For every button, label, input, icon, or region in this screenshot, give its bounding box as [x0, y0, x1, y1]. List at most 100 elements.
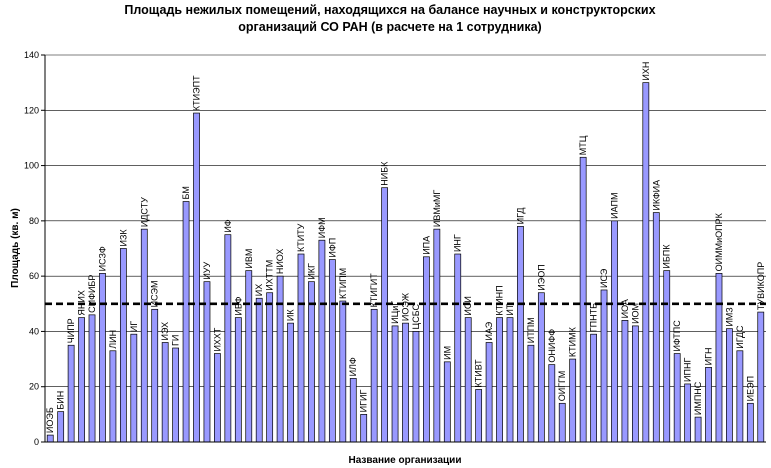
category-label: КТИТУ: [296, 223, 306, 252]
bar: [673, 353, 681, 443]
y-tick-label: 120: [24, 105, 39, 115]
category-label: ИАПМ: [609, 193, 619, 219]
bar: [579, 156, 587, 443]
category-label: ИХХТ: [212, 327, 222, 351]
bar: [652, 212, 660, 443]
bar: [234, 317, 242, 443]
bar: [182, 201, 190, 443]
bar: [464, 317, 472, 443]
category-labels: ИОЭББИНЧИПРЯНИХСИФИБРИСЗФЛИНИЗКИГИДСТУИС…: [45, 62, 766, 433]
category-label: ИЕЭП: [745, 376, 755, 401]
category-label: ИЛФ: [348, 357, 358, 376]
category-label: КТИЭПТ: [192, 75, 202, 111]
bar: [328, 259, 336, 443]
bar: [485, 342, 493, 443]
category-label: ЦСБС: [411, 303, 421, 329]
category-label: МТЦ: [578, 135, 588, 155]
gridlines: [45, 54, 766, 388]
category-label: ИСИ: [463, 296, 473, 315]
bar: [161, 342, 169, 443]
bar: [119, 248, 127, 443]
category-label: ИСЭ: [599, 268, 609, 288]
category-label: ИВМиМГ: [432, 190, 442, 227]
bar: [140, 228, 148, 443]
chart-title-line2: организаций СО РАН (в расчете на 1 сотру…: [238, 20, 541, 34]
category-label: ИЭХ: [160, 322, 170, 341]
bar: [339, 300, 347, 443]
y-tick-label: 100: [24, 161, 39, 171]
bar: [308, 281, 315, 443]
category-label: ИПА: [421, 236, 431, 255]
bar: [78, 317, 85, 443]
category-label: ИВМ: [244, 249, 254, 269]
bar: [632, 325, 639, 443]
y-axis-title: Площадь (кв. м): [10, 208, 21, 288]
bar: [287, 322, 294, 443]
category-label: КТИНП: [495, 285, 505, 315]
bar: [600, 289, 608, 443]
bar: [423, 256, 430, 443]
chart-title-line1: Площадь нежилых помещений, находящихся н…: [124, 3, 655, 17]
category-label: ИДСТУ: [139, 197, 149, 227]
category-label: ИМ: [442, 346, 452, 360]
bar: [746, 402, 754, 443]
category-label: ИЦиГ: [390, 301, 400, 324]
bar: [349, 378, 357, 443]
category-label: ИМЗ: [724, 307, 734, 326]
bar: [726, 328, 733, 443]
bar: [67, 344, 75, 443]
bar: [548, 364, 556, 443]
y-tick-label: 0: [34, 437, 39, 447]
category-label: ИФП: [327, 238, 337, 258]
category-label: КТИМК: [568, 326, 578, 357]
category-label: ИКГ: [306, 263, 316, 280]
category-label: СИФИБР: [87, 275, 97, 313]
bar: [151, 308, 159, 443]
bar: [684, 383, 692, 443]
bar: [569, 358, 577, 443]
category-label: ИХТТМ: [265, 260, 275, 291]
y-tick-label: 20: [29, 382, 39, 392]
bar: [370, 308, 378, 443]
bar: [391, 325, 399, 443]
category-label: КТИПМ: [338, 268, 348, 299]
category-label: ИГ: [129, 321, 139, 332]
category-label: БИН: [56, 391, 66, 410]
category-label: ИХН: [641, 62, 651, 81]
bar: [193, 112, 200, 443]
category-label: ИОЭЖ: [401, 292, 411, 321]
category-label: ИМПНС: [693, 381, 703, 415]
bar: [694, 416, 702, 443]
category-label: ИКФИА: [651, 180, 661, 211]
bar: [454, 253, 462, 443]
category-label: ОНИФФ: [547, 329, 557, 363]
category-label: КТИГИТ: [369, 273, 379, 308]
bar: [537, 292, 545, 443]
category-label: ИХ: [254, 284, 264, 296]
category-label: ИТПМ: [526, 317, 536, 343]
bar: [109, 350, 117, 443]
category-label: ОИГГМ: [557, 371, 567, 402]
category-label: ЧИПР: [66, 318, 76, 343]
category-label: ИОМ: [630, 303, 640, 324]
category-label: ИОА: [620, 299, 630, 318]
bar: [381, 187, 388, 443]
bar: [255, 297, 263, 443]
category-label: ИСЭМ: [150, 280, 160, 307]
category-label: ИТ: [505, 303, 515, 315]
category-label: ИБПК: [662, 244, 672, 269]
category-label: ЛИН: [108, 330, 118, 349]
bar: [266, 292, 274, 443]
y-tick-label: 80: [29, 216, 39, 226]
bar: [590, 333, 597, 443]
category-label: ТУВИКОПР: [756, 262, 766, 310]
category-label: ГИ: [171, 335, 181, 346]
bar: [57, 411, 65, 443]
bar: [506, 317, 514, 443]
category-label: КТИВТ: [474, 359, 484, 388]
bar: [558, 402, 566, 443]
category-label: ИОЭБ: [45, 407, 55, 433]
category-label: НИБК: [380, 161, 390, 186]
bar: [88, 314, 96, 443]
y-tick-label: 60: [29, 271, 39, 281]
